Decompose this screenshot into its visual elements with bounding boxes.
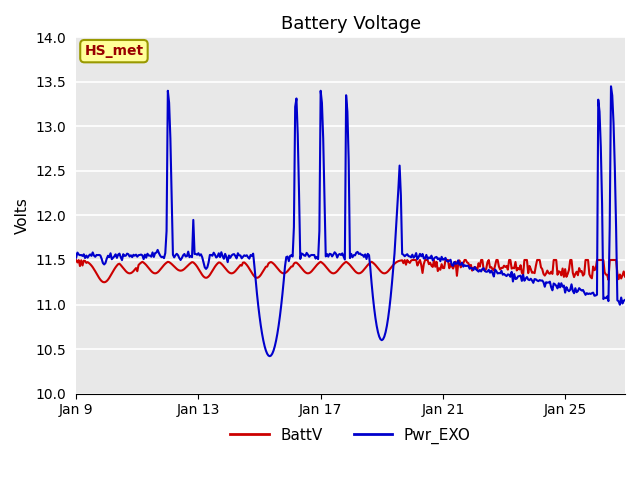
Pwr_EXO	[392, 229, 399, 235]
BattV	[456, 257, 463, 263]
Line: BattV: BattV	[76, 260, 625, 282]
BattV	[392, 260, 399, 265]
Pwr_EXO	[497, 270, 504, 276]
Pwr_EXO	[621, 297, 629, 303]
Pwr_EXO	[607, 84, 615, 89]
Text: HS_met: HS_met	[84, 44, 143, 58]
Pwr_EXO	[454, 257, 462, 263]
BattV	[621, 274, 629, 279]
Title: Battery Voltage: Battery Voltage	[280, 15, 420, 33]
Y-axis label: Volts: Volts	[15, 197, 30, 234]
Pwr_EXO	[72, 255, 80, 261]
BattV	[498, 265, 506, 271]
BattV	[72, 257, 80, 263]
BattV	[442, 257, 449, 263]
Pwr_EXO	[266, 353, 273, 359]
Pwr_EXO	[115, 252, 122, 257]
BattV	[100, 279, 108, 285]
Pwr_EXO	[577, 287, 584, 292]
BattV	[578, 268, 586, 274]
BattV	[509, 265, 516, 271]
Legend: BattV, Pwr_EXO: BattV, Pwr_EXO	[224, 421, 477, 450]
Pwr_EXO	[508, 269, 515, 275]
BattV	[116, 261, 124, 266]
Line: Pwr_EXO: Pwr_EXO	[76, 86, 625, 356]
